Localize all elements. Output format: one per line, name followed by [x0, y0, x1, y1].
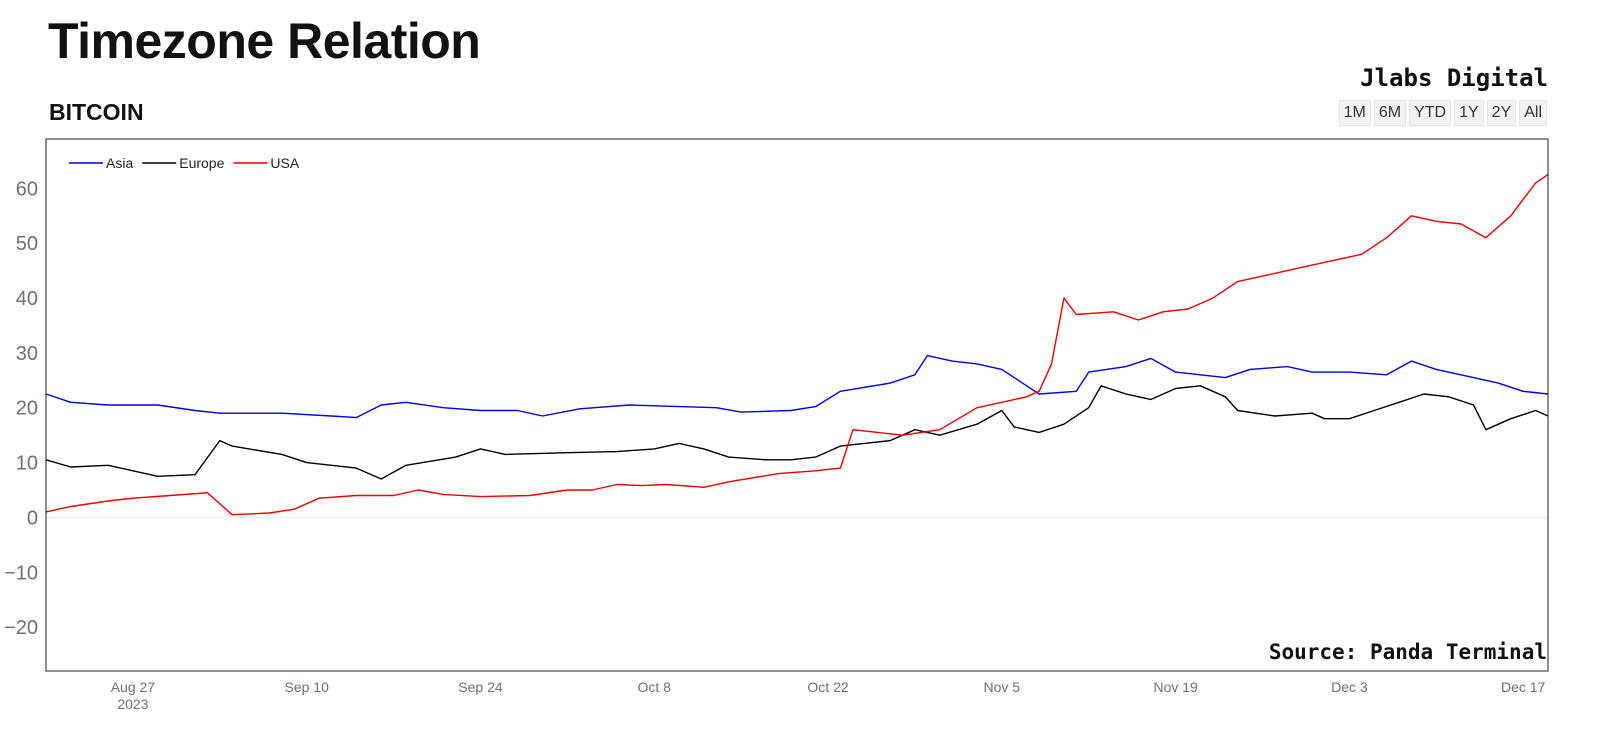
chart-subtitle: BITCOIN	[49, 99, 144, 125]
x-tick-label: Nov 19	[1153, 679, 1198, 695]
legend-label-europe[interactable]: Europe	[179, 155, 224, 171]
legend: Asia Europe USA	[69, 155, 300, 171]
range-button-all[interactable]: All	[1519, 100, 1547, 126]
x-tick-label: Dec 17	[1501, 679, 1546, 695]
x-tick-label: Oct 8	[638, 679, 672, 695]
series-line-europe	[45, 385, 1549, 480]
brand-label: Jlabs Digital	[1360, 64, 1548, 92]
series-line-asia	[45, 354, 1549, 419]
y-tick-label: 30	[16, 343, 38, 365]
range-button-1m[interactable]: 1M	[1338, 100, 1371, 126]
legend-label-usa[interactable]: USA	[270, 155, 299, 171]
x-tick-label: Oct 22	[807, 679, 848, 695]
y-tick-label: 40	[16, 288, 38, 310]
range-selector: 1M 6M YTD 1Y 2Y All	[1338, 100, 1547, 126]
x-tick-label: Sep 10	[284, 679, 329, 695]
y-tick-label: 0	[27, 507, 38, 529]
x-tick-year-label: 2023	[117, 696, 148, 712]
x-tick-label: Dec 3	[1331, 679, 1368, 695]
range-button-6m[interactable]: 6M	[1373, 100, 1407, 126]
range-button-ytd[interactable]: YTD	[1409, 100, 1452, 126]
x-tick-label: Sep 24	[458, 679, 503, 695]
y-tick-label: 60	[16, 178, 38, 200]
range-button-1y[interactable]: 1Y	[1454, 100, 1484, 126]
x-tick-label: Aug 27	[111, 679, 156, 695]
y-tick-label: 20	[16, 398, 38, 420]
page-title: Timezone Relation	[48, 13, 481, 69]
y-tick-label: −20	[4, 617, 38, 639]
plot-area	[45, 138, 1549, 672]
x-tick-label: Nov 5	[984, 679, 1021, 695]
range-button-2y[interactable]: 2Y	[1486, 100, 1517, 126]
series-line-usa	[45, 174, 1549, 516]
y-tick-label: 10	[16, 453, 38, 475]
y-tick-label: 50	[16, 233, 38, 255]
y-tick-label: −10	[4, 562, 38, 584]
legend-label-asia[interactable]: Asia	[106, 155, 133, 171]
source-label: Source: Panda Terminal	[1268, 640, 1547, 664]
